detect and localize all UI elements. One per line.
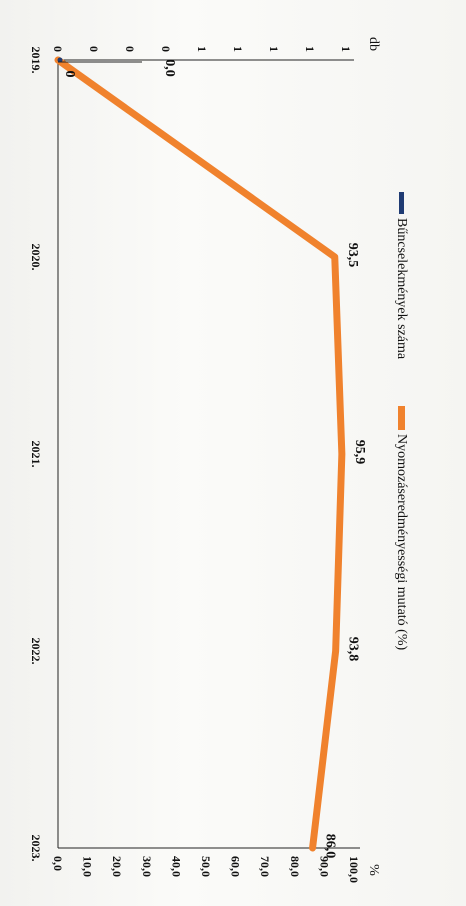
left-axis-unit: db <box>366 37 381 51</box>
left-tick-label: 0 <box>51 46 65 52</box>
x-tick-label: 2022. <box>29 638 43 665</box>
series-point-buncselekmenyek <box>57 57 63 63</box>
data-label: 0 <box>62 71 77 78</box>
data-label: 93,5 <box>345 243 360 268</box>
right-tick-label: 80,0 <box>288 856 302 877</box>
series-point-nyomozaseredmenyessegi <box>332 648 339 654</box>
legend-item-nyomozaseredmenyessegi: Nyomozáseredményességi mutató (%) <box>394 406 409 650</box>
right-tick-label: 60,0 <box>229 856 243 877</box>
left-tick-label: 1 <box>267 46 281 52</box>
left-tick-label: 1 <box>231 46 245 52</box>
data-label: 0,0 <box>162 59 177 77</box>
right-tick-label: 90,0 <box>317 856 331 877</box>
left-tick-label: 0 <box>123 46 137 52</box>
left-tick-label: 0 <box>87 46 101 52</box>
legend-label-nyomozaseredmenyessegi: Nyomozáseredményességi mutató (%) <box>394 434 409 650</box>
right-tick-label: 70,0 <box>258 856 272 877</box>
right-tick-label: 40,0 <box>169 856 183 877</box>
series-point-nyomozaseredmenyessegi <box>331 254 338 260</box>
x-tick-label: 2023. <box>29 835 43 862</box>
series-point-nyomozaseredmenyessegi <box>309 845 316 851</box>
left-tick-label: 1 <box>303 46 317 52</box>
legend-swatch-buncselekmenyek <box>399 192 404 214</box>
left-tick-label: 1 <box>195 46 209 52</box>
series-point-nyomozaseredmenyessegi <box>338 451 345 457</box>
x-tick-label: 2020. <box>29 244 43 271</box>
left-tick-label: 1 <box>339 46 353 52</box>
left-tick-label: 0 <box>159 46 173 52</box>
data-label: 93,8 <box>346 637 361 662</box>
data-label: 95,9 <box>352 440 367 465</box>
x-tick-label: 2021. <box>29 441 43 468</box>
right-tick-label: 20,0 <box>110 856 124 877</box>
x-tick-label: 2019. <box>29 47 43 74</box>
right-tick-label: 10,0 <box>81 856 95 877</box>
right-axis-unit: % <box>366 864 381 876</box>
legend-item-buncselekmenyek: Bűncselekmények száma <box>394 192 409 360</box>
series-line-nyomozaseredmenyessegi <box>54 56 346 852</box>
right-tick-label: 30,0 <box>140 856 154 877</box>
legend-swatch-nyomozaseredmenyessegi <box>398 406 405 430</box>
right-tick-label: 50,0 <box>199 856 213 877</box>
right-tick-label: 100,0 <box>347 856 361 883</box>
right-tick-label: 0,0 <box>51 856 65 871</box>
data-label: 86,0 <box>323 834 338 859</box>
legend-label-buncselekmenyek: Bűncselekmények száma <box>394 218 409 360</box>
